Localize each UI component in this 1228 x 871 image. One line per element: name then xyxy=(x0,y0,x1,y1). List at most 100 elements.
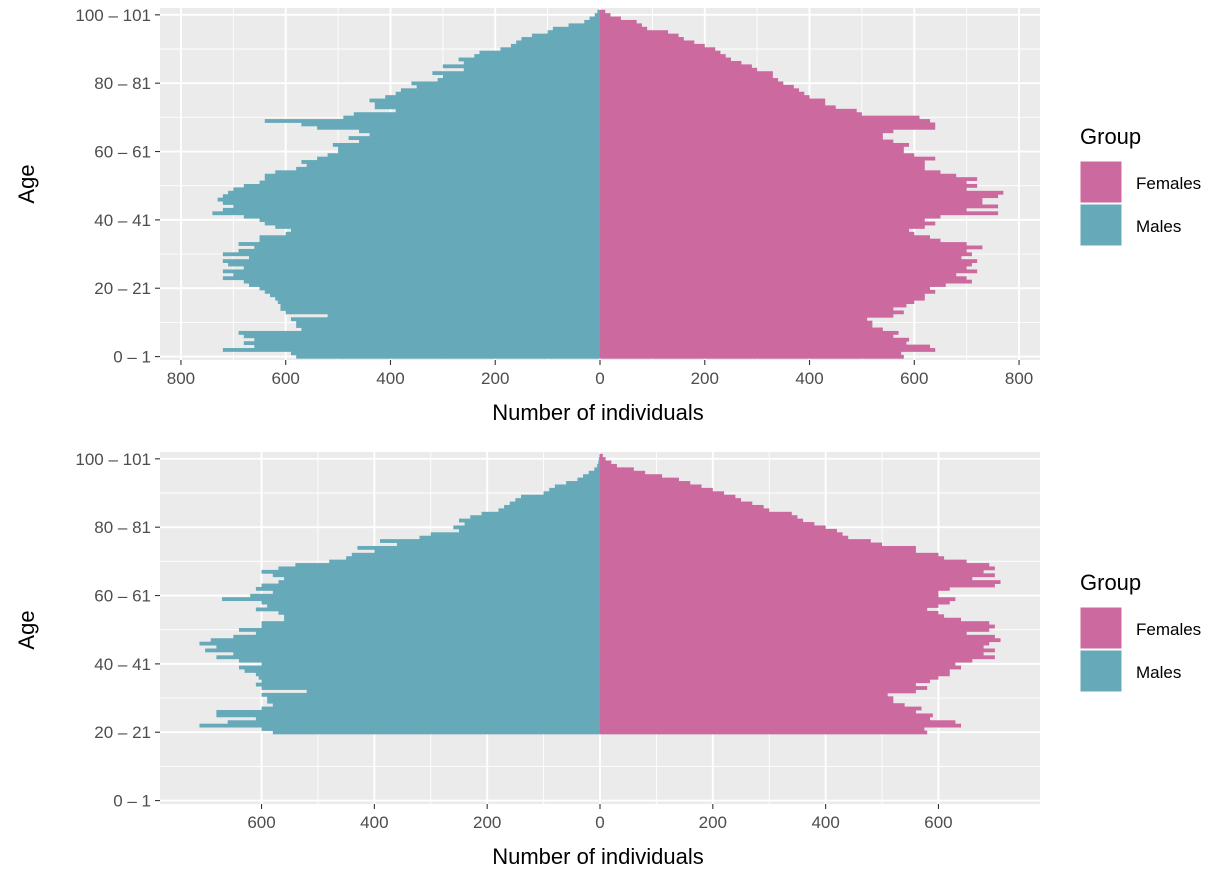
bar-females-age-32-2 xyxy=(600,689,916,694)
bar-females-age-40-2 xyxy=(600,662,956,666)
bar-females-age-57-1 xyxy=(600,160,925,164)
x-tick-label: 600 xyxy=(272,369,300,388)
bar-females-age-4-1 xyxy=(600,341,907,346)
bar-males-age-62-2 xyxy=(255,586,600,591)
bar-females-age-49-1 xyxy=(600,187,967,192)
bar-males-age-55-2 xyxy=(278,610,600,615)
bar-males-age-70-1 xyxy=(343,115,600,120)
bar-males-age-101-2 xyxy=(599,453,600,458)
bar-females-age-59-1 xyxy=(600,153,915,158)
bar-females-age-39-2 xyxy=(600,665,962,670)
bar-females-age-75-2 xyxy=(600,542,883,547)
legend-2: Group Females Males xyxy=(1079,570,1201,693)
bar-males-age-36-1 xyxy=(285,231,600,236)
bar-males-age-23-1 xyxy=(222,276,600,281)
bar-females-age-82-2 xyxy=(600,518,804,523)
bar-males-age-50-1 xyxy=(243,184,601,188)
bar-females-age-45-1 xyxy=(600,201,983,205)
bar-males-age-22-1 xyxy=(243,279,601,284)
bar-females-age-73-1 xyxy=(600,105,836,110)
bar-females-age-36-1 xyxy=(600,231,915,236)
bar-females-age-50-1 xyxy=(600,184,978,188)
bar-females-age-91-1 xyxy=(600,43,705,48)
bar-females-age-35-1 xyxy=(600,235,930,240)
bar-males-age-59-2 xyxy=(222,597,601,602)
bar-males-age-54-2 xyxy=(284,614,600,619)
bar-males-age-67-2 xyxy=(261,569,600,574)
bar-males-age-73-2 xyxy=(374,549,600,554)
bar-males-age-89-2 xyxy=(521,494,600,499)
bar-males-age-90-2 xyxy=(543,491,600,496)
bar-females-age-74-2 xyxy=(600,545,916,550)
bar-males-age-4-1 xyxy=(243,341,601,346)
bar-females-age-43-2 xyxy=(600,651,984,656)
bar-females-age-91-2 xyxy=(600,487,713,492)
bar-females-age-85-1 xyxy=(600,64,752,69)
bar-females-age-95-1 xyxy=(600,30,669,35)
bar-males-age-65-2 xyxy=(284,576,600,581)
bar-males-age-71-1 xyxy=(353,112,600,117)
bar-females-age-43-1 xyxy=(600,207,967,212)
bar-females-age-99-2 xyxy=(600,460,612,465)
bar-males-age-33-2 xyxy=(261,686,600,690)
bar-females-age-90-1 xyxy=(600,47,716,52)
bar-females-age-51-2 xyxy=(600,624,995,629)
bar-males-age-84-2 xyxy=(481,511,600,516)
bar-females-age-44-2 xyxy=(600,648,995,653)
x-tick-label: 600 xyxy=(924,813,952,832)
bar-males-age-74-2 xyxy=(357,545,600,550)
bar-males-age-22-2 xyxy=(199,723,600,728)
bar-males-age-30-2 xyxy=(267,696,600,701)
bar-males-age-60-1 xyxy=(338,149,600,154)
bar-females-age-65-1 xyxy=(600,132,883,137)
bar-females-age-94-2 xyxy=(600,477,679,482)
bar-females-age-63-1 xyxy=(600,139,894,144)
bar-females-age-66-2 xyxy=(600,573,995,578)
bar-males-age-100-2 xyxy=(598,457,600,461)
bar-males-age-56-2 xyxy=(255,607,600,612)
bar-males-age-72-1 xyxy=(395,108,600,113)
bar-males-age-5-1 xyxy=(254,337,601,342)
bar-females-age-99-1 xyxy=(600,16,621,21)
bar-males-age-27-1 xyxy=(228,262,600,267)
bar-females-age-73-2 xyxy=(600,549,916,554)
bar-females-age-20-2 xyxy=(600,730,928,735)
bar-males-age-72-2 xyxy=(351,552,600,557)
bar-females-age-11-1 xyxy=(600,317,868,322)
bar-females-age-79-1 xyxy=(600,84,794,89)
bar-males-age-42-2 xyxy=(216,655,600,660)
bar-males-age-70-2 xyxy=(329,559,600,564)
bar-males-age-81-2 xyxy=(464,522,600,526)
bar-females-age-25-1 xyxy=(600,269,978,274)
bar-males-age-77-2 xyxy=(419,535,600,540)
x-tick-label: 0 xyxy=(595,369,604,388)
bar-males-age-28-2 xyxy=(272,703,600,708)
bar-females-age-88-1 xyxy=(600,54,726,58)
bar-males-age-92-1 xyxy=(516,40,600,45)
bar-females-age-40-1 xyxy=(600,218,925,222)
bar-females-age-39-1 xyxy=(600,221,936,226)
bar-females-age-46-2 xyxy=(600,641,990,646)
bar-males-age-55-1 xyxy=(296,166,600,171)
bar-females-age-52-2 xyxy=(600,621,990,625)
bar-males-age-31-1 xyxy=(238,248,601,253)
bar-females-age-6-1 xyxy=(600,334,894,339)
bar-males-age-33-1 xyxy=(238,242,601,246)
bar-males-age-40-2 xyxy=(261,662,600,666)
bar-females-age-22-1 xyxy=(600,279,972,284)
bar-males-age-29-1 xyxy=(249,255,601,260)
x-tick-labels-1: 800 600 400 200 0 200 400 600 800 xyxy=(167,360,1033,388)
bar-males-age-38-2 xyxy=(244,669,600,673)
bar-males-age-26-2 xyxy=(216,710,600,714)
bar-females-age-44-1 xyxy=(600,204,999,209)
bar-males-age-20-2 xyxy=(272,730,600,735)
bar-females-age-83-2 xyxy=(600,515,798,520)
y-tick-label: 80 – 81 xyxy=(94,518,151,537)
bar-females-age-8-1 xyxy=(600,327,883,332)
bar-males-age-83-1 xyxy=(432,71,600,76)
bar-males-age-48-2 xyxy=(233,634,601,639)
chart-panel-2: 0 – 1 20 – 21 40 – 41 60 – 61 80 – 81 100 – 1… xyxy=(14,450,1040,869)
bar-males-age-82-2 xyxy=(458,518,600,523)
bar-females-age-64-2 xyxy=(600,580,1001,584)
